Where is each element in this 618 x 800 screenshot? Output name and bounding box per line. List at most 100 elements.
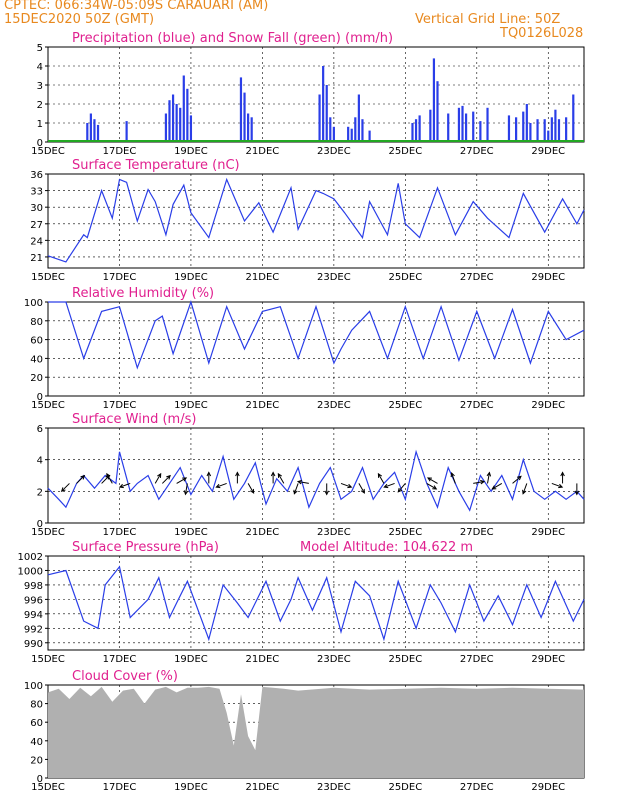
precip-bar	[93, 119, 96, 142]
precip-frame	[47, 46, 585, 143]
precip-bar	[457, 107, 461, 142]
wind-arrow	[384, 482, 395, 488]
temp-series-line	[47, 177, 585, 263]
rh-frame	[47, 301, 585, 397]
rh-xtick-label: 29DEC	[531, 400, 565, 411]
precip-bar	[329, 117, 332, 142]
precip-bar	[247, 113, 250, 142]
rh-ytick-label: 80	[30, 317, 43, 328]
pressure-frame	[47, 555, 585, 651]
wind-arrow-head	[249, 488, 255, 494]
cloud-ytick-label: 40	[30, 737, 43, 748]
temp-xtick-label: 27DEC	[460, 272, 494, 283]
rh-ytick-label: 40	[30, 354, 43, 365]
wind-arrow-head	[215, 483, 221, 489]
precip-bar	[350, 128, 353, 142]
wind-arrow	[340, 482, 352, 488]
temp-xtick-label: 19DEC	[174, 272, 208, 283]
wind-arrow-head	[360, 488, 365, 494]
wind-title: Surface Wind (m/s)	[72, 412, 196, 427]
cloud-xtick-label: 15DEC	[31, 782, 65, 793]
wind-arrow	[184, 483, 188, 495]
cloud-ytick-label: 20	[30, 755, 43, 766]
temp-xtick-label: 17DEC	[103, 272, 137, 283]
precip-bar	[322, 66, 325, 142]
precip-bar	[354, 117, 357, 142]
cloud-xtick-label: 21DEC	[246, 782, 280, 793]
pressure-xtick-label: 19DEC	[174, 654, 208, 665]
precip-bar	[507, 115, 511, 142]
wind-arrow-head	[574, 490, 580, 496]
wind-arrow	[106, 473, 113, 484]
wind-arrow-head	[516, 475, 522, 481]
precip-bar	[182, 75, 185, 142]
cloud-ytick-label: 100	[24, 681, 43, 692]
wind-arrow-head	[182, 477, 188, 482]
precip-ytick-label: 1	[37, 119, 43, 130]
cloud-xtick-label: 29DEC	[531, 782, 565, 793]
temp-xtick-label: 29DEC	[531, 272, 565, 283]
wind-xtick-label: 19DEC	[174, 527, 208, 538]
wind-arrow-head	[347, 483, 353, 489]
wind-arrow-head	[560, 471, 565, 477]
wind-xtick-label: 15DEC	[31, 527, 65, 538]
wind-arrow-head	[522, 489, 527, 495]
temp-ytick-label: 36	[30, 170, 43, 181]
precip-bar	[418, 115, 421, 142]
pressure-series-line	[47, 565, 585, 642]
rh-ytick-label: 20	[30, 373, 43, 384]
rh-xtick-label: 27DEC	[460, 400, 494, 411]
header-line-1: CPTEC: 066:34W-05:09S CARAUARI (AM)	[4, 0, 269, 13]
precip-bar	[361, 119, 364, 142]
wind-series-line	[47, 449, 585, 512]
precip-bar	[550, 117, 553, 142]
wind-arrow-head	[293, 489, 298, 495]
precip-ytick-label: 0	[37, 138, 43, 149]
wind-arrow	[487, 472, 490, 484]
wind-arrow-head	[324, 490, 329, 496]
pressure-ytick-label: 992	[24, 624, 43, 635]
precip-bar	[368, 130, 371, 142]
temp-title: Surface Temperature (nC)	[72, 158, 240, 173]
wind-arrow-head	[106, 472, 111, 478]
precip-ytick-label: 5	[37, 43, 43, 54]
wind-arrow	[61, 483, 70, 492]
precip-xtick-label: 21DEC	[246, 146, 280, 157]
pressure-ytick-label: 996	[24, 595, 43, 606]
wind-arrow	[297, 481, 309, 484]
wind-arrow	[427, 477, 438, 484]
wind-arrow-head	[157, 472, 162, 478]
precip-bar	[164, 113, 168, 142]
precip-bar	[414, 119, 418, 142]
wind-xtick-label: 21DEC	[246, 527, 280, 538]
wind-arrow-head	[397, 487, 403, 493]
precip-xtick-label: 17DEC	[103, 146, 137, 157]
wind-arrow-head	[432, 485, 438, 490]
precip-bar	[186, 88, 189, 142]
wind-arrow	[119, 482, 131, 488]
rh-xtick-label: 15DEC	[31, 400, 65, 411]
precip-bar	[347, 126, 350, 142]
precip-bar	[479, 121, 482, 142]
precip-bar	[250, 117, 253, 142]
precip-bar	[243, 92, 246, 142]
wind-arrow-head	[206, 471, 212, 477]
header-grid-note: Vertical Grid Line: 50Z	[415, 12, 561, 27]
precip-bar	[168, 100, 171, 142]
wind-arrow-head	[427, 477, 432, 482]
temp-xtick-label: 21DEC	[246, 272, 280, 283]
pressure-ytick-label: 1002	[18, 552, 43, 563]
wind-arrow	[492, 482, 503, 490]
wind-arrow	[247, 483, 255, 494]
precip-bar	[318, 94, 321, 142]
precip-bar	[189, 115, 193, 142]
precip-bar	[447, 113, 450, 142]
wind-arrow-head	[235, 471, 240, 477]
precip-bar	[325, 85, 328, 142]
precip-bar	[96, 124, 100, 142]
precip-bar	[529, 123, 532, 142]
pressure-xtick-label: 29DEC	[531, 654, 565, 665]
wind-arrow-head	[383, 483, 389, 489]
rh-xtick-label: 17DEC	[103, 400, 137, 411]
